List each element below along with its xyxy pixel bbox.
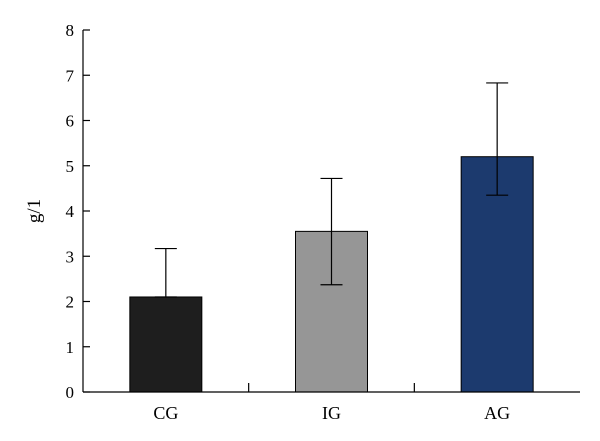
x-ticks-group: CG IG AG (153, 383, 510, 423)
y-tick-label: 8 (66, 21, 75, 40)
y-tick-label: 6 (66, 112, 75, 131)
y-tick-label: 5 (66, 157, 75, 176)
y-tick-label: 2 (66, 293, 75, 312)
x-category-label: AG (484, 403, 510, 423)
bar-cg (129, 296, 203, 393)
y-axis-title: g/1 (24, 199, 45, 223)
y-tick-label: 0 (66, 383, 75, 402)
y-ticks-group: 0 1 2 3 4 5 6 7 8 (66, 21, 90, 402)
y-tick-label: 7 (66, 66, 75, 85)
y-tick-label: 3 (66, 247, 75, 266)
x-category-label: CG (153, 403, 178, 423)
y-tick-label: 4 (66, 202, 75, 221)
x-category-label: IG (322, 403, 341, 423)
y-tick-label: 1 (66, 338, 75, 357)
error-bars-group (154, 82, 509, 298)
